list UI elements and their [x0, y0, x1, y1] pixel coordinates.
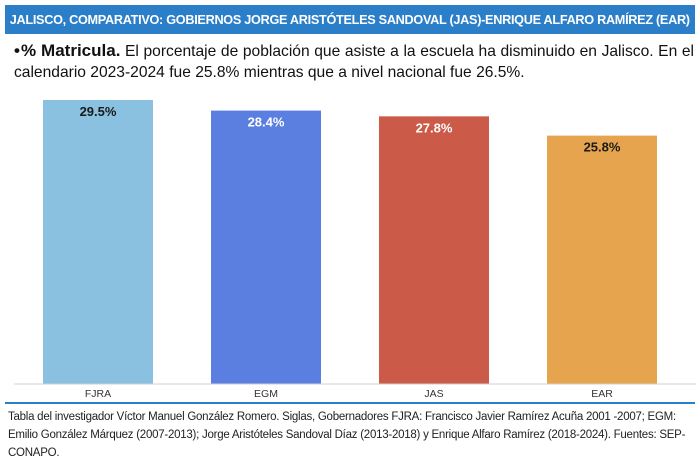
x-tick-jas: JAS — [424, 388, 443, 400]
bar-egm — [211, 110, 321, 384]
x-tick-fjra: FJRA — [85, 388, 111, 400]
x-tick-ear: EAR — [591, 388, 613, 400]
bar-jas — [379, 116, 489, 385]
header-title: JALISCO, COMPARATIVO: GOBIERNOS JORGE AR… — [10, 12, 690, 27]
footer-note: Tabla del investigador Víctor Manuel Gon… — [8, 411, 686, 459]
header-banner: JALISCO, COMPARATIVO: GOBIERNOS JORGE AR… — [5, 5, 695, 34]
data-label-egm: 28.4% — [248, 115, 285, 130]
data-label-fjra: 29.5% — [80, 104, 117, 119]
bar-ear — [547, 135, 657, 384]
bar-fjra — [43, 100, 153, 384]
x-tick-egm: EGM — [254, 388, 278, 400]
footer-divider — [5, 402, 695, 404]
data-label-ear: 25.8% — [584, 140, 621, 155]
intro-text: El porcentaje de población que asiste a … — [14, 43, 694, 81]
intro-paragraph: % Matricula. El porcentaje de población … — [14, 40, 694, 83]
data-label-jas: 27.8% — [416, 120, 453, 135]
intro-lead: % Matricula. — [14, 41, 120, 60]
